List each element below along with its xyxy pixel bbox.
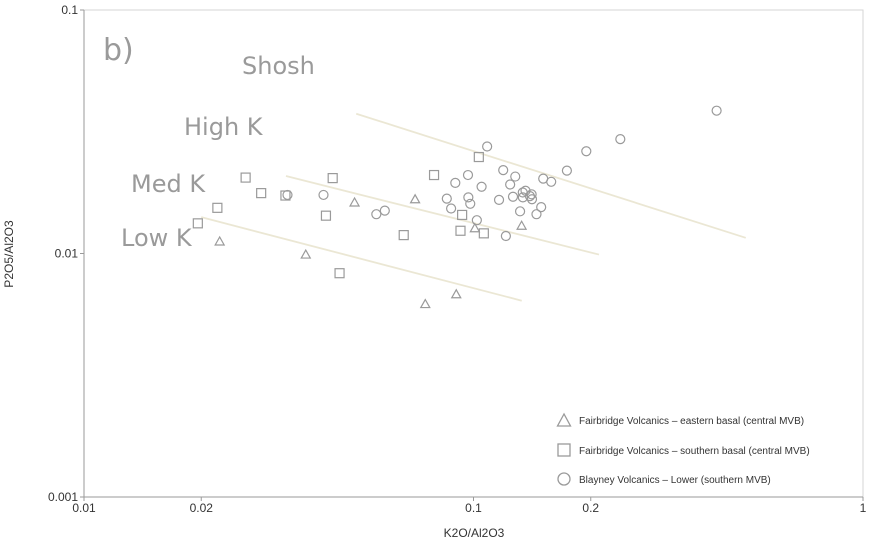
circle-point — [379, 205, 390, 216]
circle-point — [500, 230, 511, 242]
field-label-low-k: Low K — [121, 224, 193, 252]
triangle-point — [419, 298, 431, 309]
legend-circle-marker — [557, 472, 571, 486]
circle-point — [524, 191, 536, 202]
circle-point — [465, 198, 476, 209]
y-axis-title: P2O5/Al2O3 — [2, 220, 16, 288]
legend-triangle-marker — [556, 412, 572, 427]
triangle-point — [469, 222, 481, 233]
data-points — [192, 105, 722, 309]
circle-point — [446, 203, 457, 214]
square-point — [320, 210, 332, 221]
triangle-point — [214, 235, 226, 246]
circle-point — [476, 181, 487, 192]
field-divider-lines — [201, 112, 747, 302]
square-point — [334, 268, 345, 279]
triangle-point — [450, 288, 462, 299]
square-point — [256, 188, 267, 199]
circle-point — [531, 209, 542, 220]
square-point — [212, 202, 223, 213]
circle-point — [514, 206, 526, 217]
circle-point — [581, 146, 592, 157]
circle-point — [561, 165, 573, 176]
x-tick-label: 0.01 — [72, 501, 96, 515]
legend-item-blayney-lower: Blayney Volcanics – Lower (southern MVB) — [557, 472, 771, 486]
divider-line-medk-lowk — [201, 216, 522, 302]
legend-item-eastern-basal: Fairbridge Volcanics – eastern basal (ce… — [556, 412, 804, 427]
square-point — [478, 228, 489, 239]
y-tick-label: 0.001 — [48, 490, 78, 504]
square-point — [240, 172, 251, 183]
circle-point — [507, 191, 519, 202]
y-tick-label: 0.01 — [55, 247, 79, 261]
legend-label-southern-basal: Fairbridge Volcanics – southern basal (c… — [579, 446, 810, 457]
circle-point — [450, 177, 461, 188]
circle-point — [546, 176, 557, 187]
legend-label-eastern-basal: Fairbridge Volcanics – eastern basal (ce… — [579, 416, 804, 427]
x-tick-label: 0.1 — [465, 501, 482, 515]
circle-point — [526, 194, 538, 205]
circle-point — [318, 189, 329, 201]
triangle-point — [409, 193, 421, 204]
square-point — [473, 151, 484, 163]
square-point — [327, 173, 338, 184]
panel-label: b) — [103, 33, 134, 68]
x-tick-label: 0.02 — [190, 501, 214, 515]
circle-point — [493, 194, 505, 206]
square-point — [455, 225, 466, 236]
x-tick-label: 0.2 — [582, 501, 599, 515]
circle-point — [462, 169, 474, 181]
circle-point — [471, 215, 482, 226]
circle-point — [441, 193, 452, 204]
field-label-med-k: Med K — [131, 170, 206, 198]
legend: Fairbridge Volcanics – eastern basal (ce… — [556, 412, 810, 486]
circle-point — [371, 209, 382, 220]
circle-point — [615, 133, 626, 145]
triangle-point — [516, 220, 528, 230]
x-tick-label: 1 — [860, 501, 867, 515]
square-point — [192, 218, 203, 229]
triangle-point — [300, 248, 312, 259]
circle-point — [510, 171, 521, 182]
field-label-shosh: Shosh — [242, 52, 315, 80]
square-point — [428, 169, 440, 181]
x-axis-title: K2O/Al2O3 — [444, 526, 505, 540]
square-point — [457, 209, 468, 221]
circle-point — [482, 141, 493, 152]
divider-line-highk-medk — [285, 175, 600, 256]
circle-point — [505, 179, 516, 190]
circle-point — [536, 202, 547, 213]
circle-point — [526, 189, 537, 200]
circle-point — [282, 189, 293, 201]
y-tick-label: 0.1 — [61, 3, 78, 17]
triangle-point — [349, 196, 361, 207]
legend-square-marker — [557, 443, 571, 457]
circle-point — [711, 105, 722, 116]
legend-item-southern-basal: Fairbridge Volcanics – southern basal (c… — [557, 443, 810, 457]
field-label-high-k: High K — [184, 113, 264, 141]
circle-point — [463, 192, 474, 203]
square-point — [398, 230, 409, 241]
circle-point — [498, 165, 509, 176]
legend-label-blayney-lower: Blayney Volcanics – Lower (southern MVB) — [579, 475, 771, 486]
divider-line-shosh-highk — [355, 112, 747, 239]
